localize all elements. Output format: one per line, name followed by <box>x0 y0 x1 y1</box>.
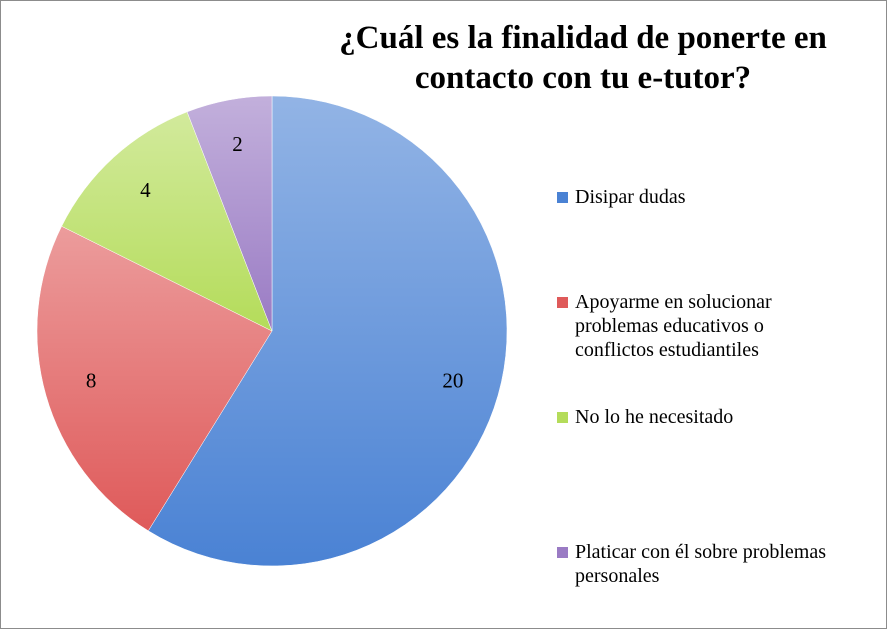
pie <box>36 95 508 567</box>
legend-swatch <box>557 192 568 203</box>
legend-swatch <box>557 547 568 558</box>
slice-shade <box>61 111 272 332</box>
legend-swatch <box>557 297 568 308</box>
data-label: 20 <box>442 368 463 392</box>
legend-swatch <box>557 412 568 423</box>
legend-label: Platicar con él sobre problemas personal… <box>575 541 827 587</box>
slice-shade <box>148 96 507 566</box>
slice-shade <box>187 96 272 331</box>
slice-shade <box>36 226 272 531</box>
legend-label: Disipar dudas <box>575 186 686 208</box>
legend-label: No lo he necesitado <box>575 406 734 428</box>
data-label: 2 <box>232 132 243 156</box>
data-labels: 20 8 4 2 <box>86 132 463 392</box>
data-label: 8 <box>86 368 97 392</box>
data-label: 4 <box>140 178 151 202</box>
chart-title: ¿Cuál es la finalidad de ponerte en cont… <box>339 20 827 96</box>
legend-label: Apoyarme en solucionar problemas educati… <box>575 291 772 361</box>
